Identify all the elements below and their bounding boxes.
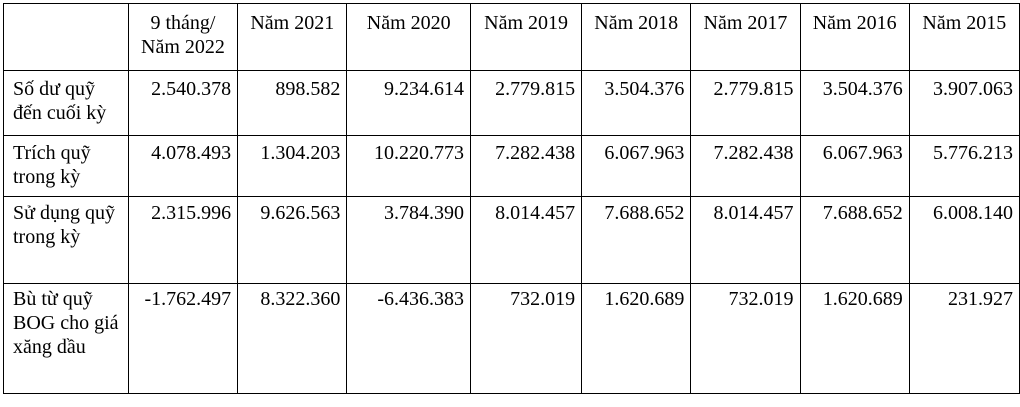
table-cell: 10.220.773 <box>346 135 472 197</box>
row-label: Số dư quỹ đến cuối kỳ <box>3 70 129 136</box>
table-cell: 8.014.457 <box>470 196 583 284</box>
table-row: Sử dụng quỹ trong kỳ 2.315.996 9.626.563… <box>3 196 1020 284</box>
header-cell: Năm 2015 <box>908 3 1020 71</box>
table-cell: 3.504.376 <box>581 70 692 136</box>
header-cell-2022: 9 tháng/ Năm 2022 <box>127 3 239 71</box>
table-cell: 732.019 <box>690 283 801 394</box>
table-cell: 898.582 <box>237 70 348 136</box>
table-cell: 9.234.614 <box>346 70 472 136</box>
table-cell: 6.008.140 <box>908 196 1020 284</box>
header-cell: Năm 2020 <box>346 3 472 71</box>
table-cell: 2.540.378 <box>127 70 239 136</box>
header-cell-empty <box>3 3 129 71</box>
table-cell: 2.779.815 <box>470 70 583 136</box>
table-cell: 7.282.438 <box>690 135 801 197</box>
table-row: Bù từ quỹ BOG cho giá xăng dầu -1.762.49… <box>3 283 1020 394</box>
row-label: Trích quỹ trong kỳ <box>3 135 129 197</box>
header-row: 9 tháng/ Năm 2022 Năm 2021 Năm 2020 Năm … <box>3 3 1020 71</box>
header-2022-line2: Năm 2022 <box>141 36 225 58</box>
table-cell: 9.626.563 <box>237 196 348 284</box>
header-cell: Năm 2019 <box>470 3 583 71</box>
header-cell: Năm 2021 <box>237 3 348 71</box>
table-cell: 4.078.493 <box>127 135 239 197</box>
table-cell: 6.067.963 <box>799 135 910 197</box>
table-cell: 1.304.203 <box>237 135 348 197</box>
row-label: Sử dụng quỹ trong kỳ <box>3 196 129 284</box>
table-cell: 1.620.689 <box>799 283 910 394</box>
table-cell: 6.067.963 <box>581 135 692 197</box>
row-label: Bù từ quỹ BOG cho giá xăng dầu <box>3 283 129 394</box>
table-cell: 5.776.213 <box>908 135 1020 197</box>
table-cell: 3.907.063 <box>908 70 1020 136</box>
table-cell: 2.779.815 <box>690 70 801 136</box>
header-cell: Năm 2017 <box>690 3 801 71</box>
table-cell: 3.504.376 <box>799 70 910 136</box>
table-cell: -1.762.497 <box>127 283 239 394</box>
header-cell: Năm 2016 <box>799 3 910 71</box>
table-cell: 7.282.438 <box>470 135 583 197</box>
fund-table: 9 tháng/ Năm 2022 Năm 2021 Năm 2020 Năm … <box>3 3 1020 394</box>
header-cell: Năm 2018 <box>581 3 692 71</box>
table-cell: 7.688.652 <box>799 196 910 284</box>
table-cell: 2.315.996 <box>127 196 239 284</box>
table-cell: -6.436.383 <box>346 283 472 394</box>
table-cell: 8.322.360 <box>237 283 348 394</box>
table-cell: 8.014.457 <box>690 196 801 284</box>
table-row: Số dư quỹ đến cuối kỳ 2.540.378 898.582 … <box>3 70 1020 136</box>
table-cell: 231.927 <box>908 283 1020 394</box>
header-2022-line1: 9 tháng/ <box>150 12 216 34</box>
table-cell: 1.620.689 <box>581 283 692 394</box>
table-row: Trích quỹ trong kỳ 4.078.493 1.304.203 1… <box>3 135 1020 197</box>
table-cell: 3.784.390 <box>346 196 472 284</box>
table-cell: 732.019 <box>470 283 583 394</box>
table-cell: 7.688.652 <box>581 196 692 284</box>
